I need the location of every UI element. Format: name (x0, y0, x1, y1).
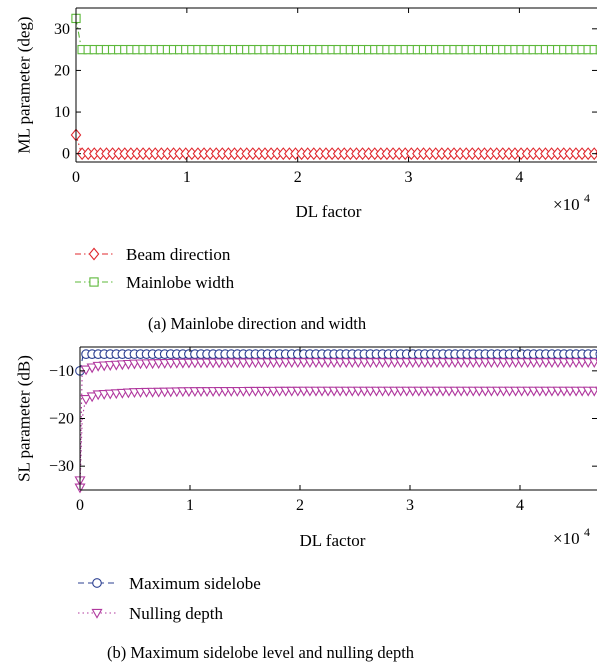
y-tick-label: 0 (62, 146, 70, 163)
y-axis-label: SL parameter (dB) (15, 355, 34, 482)
data-point (589, 44, 597, 55)
legend-label: Maximum sidelobe (129, 574, 261, 593)
data-point (80, 395, 92, 405)
y-axis-label: ML parameter (deg) (15, 16, 34, 153)
x-axis-multiplier-exponent: 4 (584, 191, 590, 205)
y-tick-label: 10 (54, 104, 70, 121)
x-tick-label: 3 (405, 169, 413, 186)
y-tick-label: −10 (49, 363, 74, 380)
legend: Beam direction Mainlobe width (75, 245, 235, 292)
x-tick-label: 2 (296, 497, 304, 514)
y-tick-label: 30 (54, 21, 70, 38)
y-tick-label: −30 (49, 458, 74, 475)
data-point (86, 363, 98, 374)
chart-panel-b: 0 1 2 3 4 −10 −20 −30 DL factor ×10 4 SL parameter … (15, 346, 597, 662)
series-line-mainlobe-width (75, 18, 597, 51)
figure-caption: (a) Mainlobe direction and width (148, 314, 367, 333)
x-tick-label: 1 (186, 497, 194, 514)
x-tick-label: 0 (72, 169, 80, 186)
legend-label: Mainlobe width (126, 273, 235, 292)
x-tick-label: 0 (76, 497, 84, 514)
y-tick-label: −20 (49, 411, 74, 428)
plot-area (70, 13, 597, 161)
figure-caption: (b) Maximum sidelobe level and nulling d… (107, 643, 415, 662)
x-tick-label: 2 (294, 169, 302, 186)
series-line-nulling-depth (79, 361, 597, 481)
x-tick-label: 3 (406, 497, 414, 514)
plot-area (74, 349, 597, 494)
x-tick-label: 4 (516, 497, 524, 514)
legend-marker (88, 247, 100, 261)
x-tick-label: 4 (515, 169, 523, 186)
legend-marker (91, 608, 103, 619)
legend-label: Beam direction (126, 245, 231, 264)
x-axis-label: DL factor (300, 531, 366, 550)
x-tick-label: 1 (183, 169, 191, 186)
legend-marker (92, 578, 102, 588)
y-tick-label: 20 (54, 62, 70, 79)
data-point (86, 392, 98, 403)
legend-label: Nulling depth (129, 604, 223, 623)
series-line-series-2 (79, 390, 597, 488)
x-axis-multiplier-exponent: 4 (584, 525, 590, 539)
legend-marker (89, 277, 99, 287)
data-point (80, 365, 92, 376)
legend: Maximum sidelobe Nulling depth (78, 574, 261, 623)
x-axis-multiplier: ×10 (553, 529, 580, 548)
chart-panel-a: 0 1 2 3 4 0 10 20 30 DL factor ×10 4 ML parameter (d… (15, 7, 597, 333)
x-axis-multiplier: ×10 (553, 195, 580, 214)
x-axis-label: DL factor (296, 202, 362, 221)
